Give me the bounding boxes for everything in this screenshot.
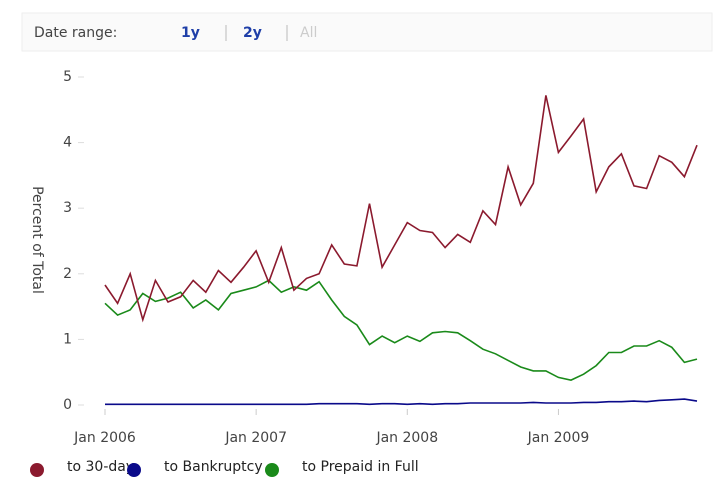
y-axis-label: Percent of Total [29,186,45,294]
range-option[interactable]: 1y [181,25,200,41]
y-tick-label: 3 [63,200,72,216]
toolbar [21,12,713,52]
legend-marker [127,463,141,477]
y-tick-label: 0 [63,397,72,413]
series-line [104,279,698,381]
range-option[interactable]: 2y [243,25,262,41]
series-line [105,398,698,406]
y-tick-label: 1 [63,331,72,347]
legend-marker [265,463,279,477]
legend-marker [30,463,44,477]
x-tick-label: Jan 2008 [375,430,438,446]
y-tick-label: 5 [63,69,72,85]
range-option: All [300,25,317,41]
x-tick-label: Jan 2006 [73,430,136,446]
y-tick-label: 2 [63,266,72,282]
x-tick-label: Jan 2009 [527,430,590,446]
series-line [104,95,698,323]
y-tick-label: 4 [63,135,72,151]
legend-label: to Prepaid in Full [302,459,419,475]
legend-label: to Bankruptcy [164,459,263,475]
x-tick-label: Jan 2007 [224,430,287,446]
legend-label: to 30-day [67,459,134,475]
date-range-label: Date range: [34,25,117,41]
